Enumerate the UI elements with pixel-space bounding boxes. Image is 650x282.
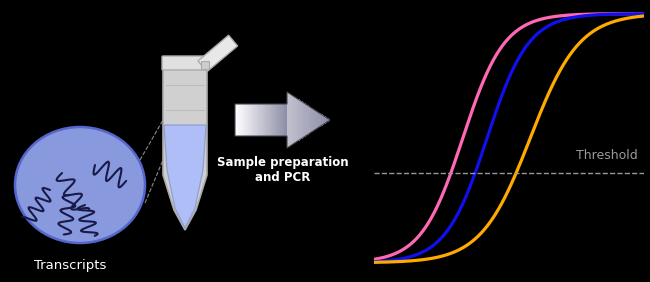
FancyBboxPatch shape — [162, 56, 208, 70]
Polygon shape — [282, 104, 283, 136]
Polygon shape — [256, 104, 257, 136]
Polygon shape — [272, 104, 273, 136]
Polygon shape — [201, 61, 209, 69]
Polygon shape — [251, 104, 252, 136]
Polygon shape — [298, 100, 300, 140]
Polygon shape — [238, 104, 239, 136]
Polygon shape — [320, 113, 321, 127]
Polygon shape — [274, 104, 275, 136]
Polygon shape — [290, 94, 291, 146]
Polygon shape — [255, 104, 256, 136]
Polygon shape — [275, 104, 276, 136]
Polygon shape — [273, 104, 274, 136]
Polygon shape — [304, 103, 306, 137]
Polygon shape — [239, 104, 240, 136]
Polygon shape — [276, 104, 277, 136]
Polygon shape — [326, 117, 327, 123]
Polygon shape — [294, 97, 296, 143]
Polygon shape — [248, 104, 249, 136]
Polygon shape — [278, 104, 280, 136]
Polygon shape — [261, 104, 262, 136]
Polygon shape — [163, 65, 207, 230]
Polygon shape — [313, 109, 314, 131]
Polygon shape — [310, 107, 311, 133]
Polygon shape — [198, 35, 238, 72]
Polygon shape — [309, 106, 310, 134]
Polygon shape — [321, 114, 323, 125]
Polygon shape — [249, 104, 250, 136]
Polygon shape — [254, 104, 255, 136]
Polygon shape — [267, 104, 268, 136]
Polygon shape — [263, 104, 264, 136]
Polygon shape — [252, 104, 254, 136]
Polygon shape — [300, 100, 302, 140]
Polygon shape — [328, 119, 330, 121]
Polygon shape — [262, 104, 263, 136]
Polygon shape — [296, 98, 297, 142]
Polygon shape — [277, 104, 278, 136]
Polygon shape — [247, 104, 248, 136]
Polygon shape — [292, 96, 294, 144]
Polygon shape — [327, 118, 328, 122]
Polygon shape — [316, 111, 317, 129]
Polygon shape — [289, 93, 290, 147]
Polygon shape — [285, 104, 286, 136]
Polygon shape — [280, 104, 281, 136]
Polygon shape — [306, 104, 307, 136]
Polygon shape — [259, 104, 260, 136]
Polygon shape — [287, 92, 289, 148]
Polygon shape — [283, 104, 285, 136]
Polygon shape — [324, 116, 326, 124]
Polygon shape — [164, 125, 206, 228]
Polygon shape — [317, 112, 318, 128]
Polygon shape — [242, 104, 243, 136]
Polygon shape — [237, 104, 238, 136]
Polygon shape — [241, 104, 242, 136]
Polygon shape — [314, 110, 316, 130]
Polygon shape — [243, 104, 244, 136]
Polygon shape — [240, 104, 241, 136]
Polygon shape — [311, 108, 313, 132]
Ellipse shape — [15, 127, 145, 243]
Polygon shape — [260, 104, 261, 136]
Polygon shape — [302, 101, 303, 139]
Polygon shape — [264, 104, 265, 136]
Polygon shape — [323, 115, 324, 125]
Polygon shape — [244, 104, 246, 136]
Polygon shape — [250, 104, 251, 136]
Polygon shape — [303, 102, 304, 138]
Polygon shape — [257, 104, 259, 136]
Polygon shape — [281, 104, 282, 136]
Text: Transcripts: Transcripts — [34, 259, 106, 272]
Text: Threshold: Threshold — [577, 149, 638, 162]
Polygon shape — [235, 104, 236, 136]
Polygon shape — [266, 104, 267, 136]
Polygon shape — [291, 95, 292, 145]
Polygon shape — [246, 104, 247, 136]
Polygon shape — [269, 104, 270, 136]
Polygon shape — [236, 104, 237, 136]
Polygon shape — [307, 105, 309, 135]
Polygon shape — [270, 104, 272, 136]
Polygon shape — [268, 104, 269, 136]
Polygon shape — [297, 98, 298, 142]
Polygon shape — [286, 104, 287, 136]
Text: Sample preparation
and PCR: Sample preparation and PCR — [216, 156, 348, 184]
Polygon shape — [318, 113, 320, 127]
Polygon shape — [265, 104, 266, 136]
